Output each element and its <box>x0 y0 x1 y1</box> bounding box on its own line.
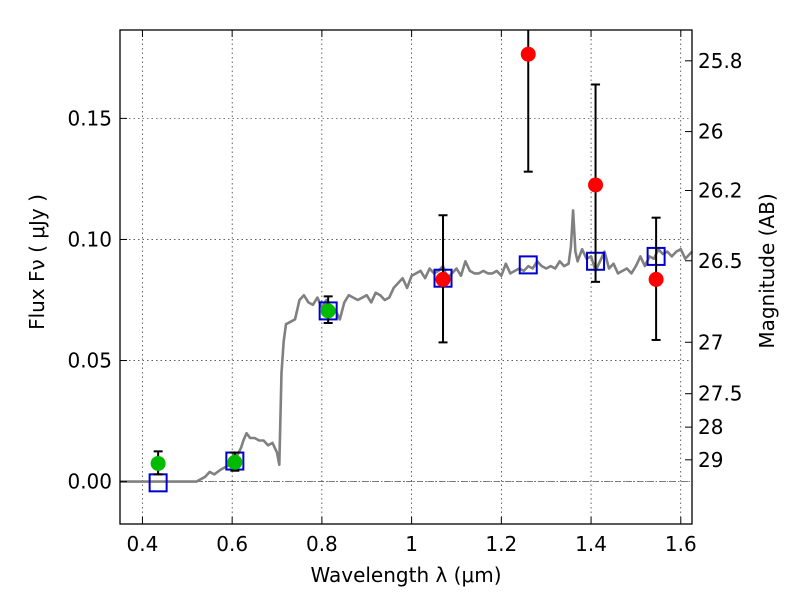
model-square-marker <box>518 255 538 275</box>
magnitude-tick-label: 26.5 <box>698 249 743 273</box>
optical-data-point <box>320 303 336 319</box>
infrared-data-point <box>648 271 664 287</box>
infrared-data-point <box>588 177 604 193</box>
optical-data-point <box>227 454 243 470</box>
spectrum-group <box>120 209 693 483</box>
grid-lines <box>120 30 692 524</box>
magnitude-tick-label: 27 <box>698 330 723 354</box>
x-tick-label: 1 <box>405 532 418 556</box>
y-tick-label: 0.15 <box>67 106 112 130</box>
x-tick-label: 0.8 <box>306 532 338 556</box>
infrared-data-point <box>435 271 451 287</box>
infrared-data-point <box>520 46 536 62</box>
x-tick-labels: 0.4 0.6 0.8 1 1.2 1.4 1.6 <box>127 532 697 556</box>
y-tick-label: 0.10 <box>67 227 112 251</box>
magnitude-tick-label: 29 <box>698 448 723 472</box>
optical-data-point <box>150 455 166 471</box>
x-tick-label: 1.4 <box>575 532 607 556</box>
y-tick-labels: 0.00 0.05 0.10 0.15 <box>67 106 112 493</box>
magnitude-tick-label: 25.8 <box>698 49 743 73</box>
markers-group <box>148 30 666 493</box>
x-axis-label: Wavelength λ (μm) <box>310 563 501 587</box>
axis-ticks <box>120 30 692 524</box>
x-tick-label: 1.2 <box>485 532 517 556</box>
magnitude-tick-label: 26 <box>698 120 723 144</box>
plot-frame <box>119 29 693 525</box>
magnitude-tick-label: 27.5 <box>698 382 743 406</box>
spectrum-line <box>120 209 693 483</box>
magnitude-tick-label: 26.2 <box>698 178 743 202</box>
y-tick-label: 0.00 <box>67 470 112 494</box>
magnitude-tick-labels: 25.8 26 26.2 26.5 27 27.5 28 29 <box>698 49 743 472</box>
magnitude-axis-label: Magnitude (AB) <box>755 193 779 348</box>
magnitude-tick-label: 28 <box>698 415 723 439</box>
y-tick-label: 0.05 <box>67 349 112 373</box>
x-tick-label: 1.6 <box>665 532 697 556</box>
x-tick-label: 0.4 <box>127 532 159 556</box>
y-axis-label: Flux Fν ( μJy ) <box>25 194 49 330</box>
x-tick-label: 0.6 <box>216 532 248 556</box>
